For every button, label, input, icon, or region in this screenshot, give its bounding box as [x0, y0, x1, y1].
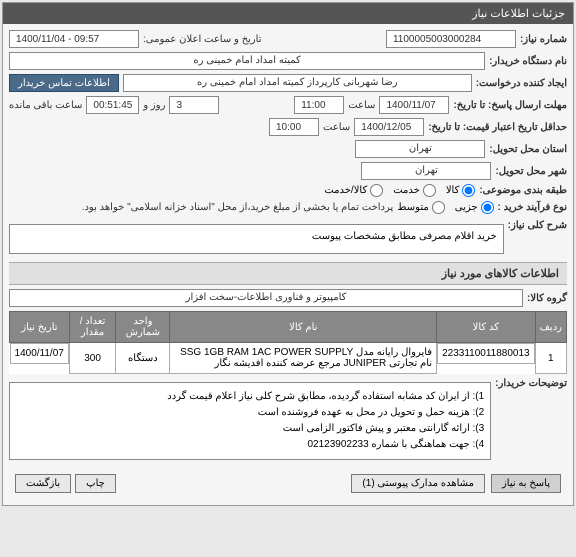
need-number-field: 1100005003000284: [386, 30, 516, 48]
cell-row: 1: [535, 343, 566, 374]
th-name: نام کالا: [170, 312, 437, 343]
radio-medium-input[interactable]: [432, 201, 445, 214]
buyer-org-field: کمیته امداد امام خمینی ره: [9, 52, 485, 70]
remain-label: ساعت باقی مانده: [9, 100, 82, 111]
buyer-notes-label: توضیحات خریدار:: [495, 378, 567, 389]
group-label: گروه کالا:: [527, 293, 567, 304]
validity-time-field: 10:00: [269, 118, 319, 136]
validity-label: حداقل تاریخ اعتبار قیمت: تا تاریخ:: [428, 122, 567, 133]
deadline-time-field: 11:00: [294, 96, 344, 114]
radio-goods[interactable]: کالا: [446, 184, 476, 197]
radio-service[interactable]: خدمت: [393, 184, 436, 197]
requester-label: ایجاد کننده درخواست:: [476, 78, 567, 89]
radio-service-input[interactable]: [423, 184, 436, 197]
announce-field: 1400/11/04 - 09:57: [9, 30, 139, 48]
desc-text: خرید اقلام مصرفی مطابق مشخصات پیوست: [9, 224, 504, 254]
view-docs-button[interactable]: مشاهده مدارک پیوستی (1): [351, 474, 485, 493]
note-line-2: 2): هزینه حمل و تحویل در محل به عهده فرو…: [16, 405, 484, 421]
bottom-bar: پاسخ به نیاز مشاهده مدارک پیوستی (1) چاپ…: [9, 468, 567, 499]
radio-goods-input[interactable]: [462, 184, 475, 197]
process-note: پرداخت تمام یا بخشی از مبلغ خرید،از محل …: [82, 202, 394, 213]
panel-title: جزئیات اطلاعات نیاز: [3, 3, 573, 24]
cell-name: فایروال رایانه مدل SSG 1GB RAM 1AC POWER…: [170, 343, 437, 374]
panel-body: شماره نیاز: 1100005003000284 تاریخ و ساع…: [3, 24, 573, 505]
table-header-row: ردیف کد کالا نام کالا واحد شمارش تعداد /…: [10, 312, 567, 343]
day-count-field: 3: [169, 96, 219, 114]
validity-time-label: ساعت: [323, 122, 350, 133]
deadline-time-label: ساعت: [348, 100, 375, 111]
radio-service-label: خدمت: [393, 185, 420, 196]
cell-date: 1400/11/07: [10, 343, 69, 364]
print-button[interactable]: چاپ: [75, 474, 116, 493]
details-panel: جزئیات اطلاعات نیاز شماره نیاز: 11000050…: [2, 2, 574, 506]
goods-table: ردیف کد کالا نام کالا واحد شمارش تعداد /…: [9, 311, 567, 374]
th-qty: تعداد / مقدار: [69, 312, 115, 343]
radio-medium-label: متوسط: [397, 202, 428, 213]
buyer-org-label: نام دستگاه خریدار:: [489, 56, 567, 67]
reply-button[interactable]: پاسخ به نیاز: [491, 474, 561, 493]
buyer-notes-box: 1): از ایران کد مشابه استفاده گردیده، مط…: [9, 382, 491, 460]
desc-label: شرح کلی نیاز:: [508, 220, 567, 231]
radio-goods-service[interactable]: کالا/خدمت: [324, 184, 383, 197]
deadline-label: مهلت ارسال پاسخ: تا تاریخ:: [453, 100, 567, 111]
radio-goods-service-label: کالا/خدمت: [324, 185, 367, 196]
th-row: ردیف: [535, 312, 566, 343]
day-label: روز و: [143, 100, 165, 111]
need-number-label: شماره نیاز:: [520, 34, 567, 45]
delivery-city2-label: شهر محل تحویل:: [495, 166, 567, 177]
radio-small-label: جزیی: [455, 202, 478, 213]
validity-date-field: 1400/12/05: [354, 118, 424, 136]
category-radio-group: کالا خدمت کالا/خدمت: [324, 184, 475, 197]
group-field: کامپیوتر و فناوری اطلاعات-سخت افزار: [9, 289, 523, 307]
deadline-date-field: 1400/11/07: [379, 96, 449, 114]
note-line-4: 4): جهت هماهنگی با شماره 02123902233: [16, 437, 484, 453]
process-radio-group: جزیی متوسط: [397, 201, 493, 214]
th-unit: واحد شمارش: [116, 312, 170, 343]
requester-field: رضا شهربانی کارپرداز کمیته امداد امام خم…: [123, 74, 472, 92]
radio-medium[interactable]: متوسط: [397, 201, 444, 214]
note-line-3: 3): ارائه گارانتی معتبر و پیش فاکتور الز…: [16, 421, 484, 437]
table-row: 1 2233110011880013 فایروال رایانه مدل SS…: [10, 343, 567, 374]
delivery-city-label: استان محل تحویل:: [489, 144, 567, 155]
goods-section-title: اطلاعات کالاهای مورد نیاز: [9, 262, 567, 285]
announce-label: تاریخ و ساعت اعلان عمومی:: [143, 34, 262, 45]
th-date: تاریخ نیاز: [10, 312, 70, 343]
cell-code: 2233110011880013: [437, 343, 535, 364]
cell-qty: 300: [69, 343, 115, 374]
radio-goods-service-input[interactable]: [370, 184, 383, 197]
cell-unit: دستگاه: [116, 343, 170, 374]
radio-goods-label: کالا: [446, 185, 460, 196]
th-code: کد کالا: [437, 312, 536, 343]
note-line-1: 1): از ایران کد مشابه استفاده گردیده، مط…: [16, 389, 484, 405]
radio-small[interactable]: جزیی: [455, 201, 494, 214]
process-label: نوع فرآیند خرید :: [498, 202, 567, 213]
delivery-city-field: تهران: [355, 140, 485, 158]
contact-info-button[interactable]: اطلاعات تماس خریدار: [9, 74, 119, 92]
delivery-city2-field: تهران: [361, 162, 491, 180]
radio-small-input[interactable]: [481, 201, 494, 214]
category-label: طبقه بندی موضوعی:: [479, 185, 567, 196]
back-button[interactable]: بازگشت: [15, 474, 71, 493]
remain-time-field: 00:51:45: [86, 96, 139, 114]
